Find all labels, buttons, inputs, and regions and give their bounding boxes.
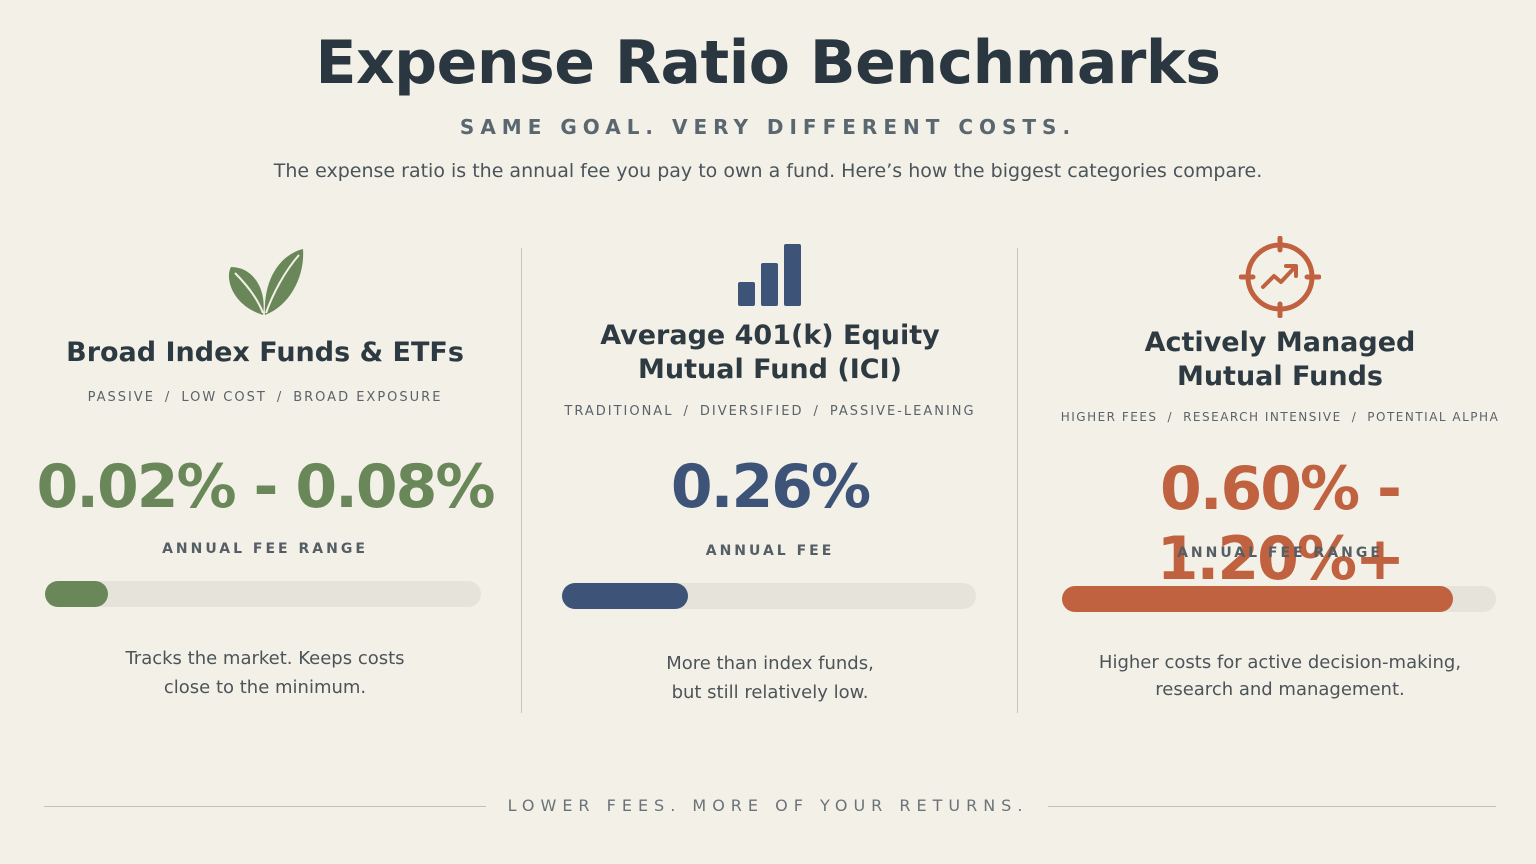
tag: PASSIVE-LEANING [829,404,976,419]
page-subtitle: SAME GOAL. VERY DIFFERENT COSTS. [459,115,1077,139]
card-active-funds: Actively Managed Mutual Funds HIGHER FEE… [1040,230,1520,730]
fee-value: 0.60% - 1.20%+ [1156,454,1405,594]
tag: TRADITIONAL [564,404,674,419]
fee-bar-fill [45,581,109,607]
fee-label: ANNUAL FEE RANGE [1177,545,1383,561]
card-index-funds: Broad Index Funds & ETFs PASSIVE / LOW COS… [30,230,500,730]
fee-bar-fill [1062,586,1453,612]
footer-rule-right [1048,806,1496,807]
fee-label: ANNUAL FEE [705,543,835,559]
leaf-icon [223,245,307,323]
card-title: Average 401(k) Equity Mutual Fund (ICI) [600,320,940,385]
tag: LOW COST [181,390,267,405]
card-description: Higher costs for active decision-making,… [1098,652,1462,700]
tag: DIVERSIFIED [699,404,804,419]
tag: PASSIVE [87,390,155,405]
page-title: Expense Ratio Benchmarks [315,28,1221,98]
card-401k-fund: Average 401(k) Equity Mutual Fund (ICI) … [540,230,1000,730]
card-tags: PASSIVE / LOW COST / BROAD EXPOSURE [87,390,443,405]
footer-tagline: LOWER FEES. MORE OF YOUR RETURNS. [507,796,1029,815]
fee-value: 0.02% - 0.08% [36,452,496,522]
card-description: More than index funds, but still relativ… [666,653,874,703]
column-divider [521,248,522,713]
tag: BROAD EXPOSURE [293,390,443,405]
fee-value: 0.26% [670,452,871,522]
tag: POTENTIAL ALPHA [1367,410,1500,424]
card-tags: TRADITIONAL / DIVERSIFIED / PASSIVE-LEANING [564,404,976,419]
fee-bar-track [562,583,976,609]
tag: RESEARCH INTENSIVE [1183,410,1342,424]
footer-rule-left [44,806,486,807]
card-tags: HIGHER FEES / RESEARCH INTENSIVE / POTENTIAL… [1060,410,1500,424]
card-title: Actively Managed Mutual Funds [1144,327,1416,392]
card-description: Tracks the market. Keeps costs close to … [125,648,405,698]
target-trend-icon [1238,235,1322,322]
fee-bar-track [1062,586,1496,612]
fee-bar-track [45,581,481,607]
fee-bar-fill [562,583,689,609]
tag: HIGHER FEES [1060,410,1158,424]
column-divider [1017,248,1018,713]
bar-chart-icon [736,242,804,312]
intro-text: The expense ratio is the annual fee you … [273,160,1263,182]
fee-label: ANNUAL FEE RANGE [162,541,368,557]
card-title: Broad Index Funds & ETFs [66,337,464,368]
